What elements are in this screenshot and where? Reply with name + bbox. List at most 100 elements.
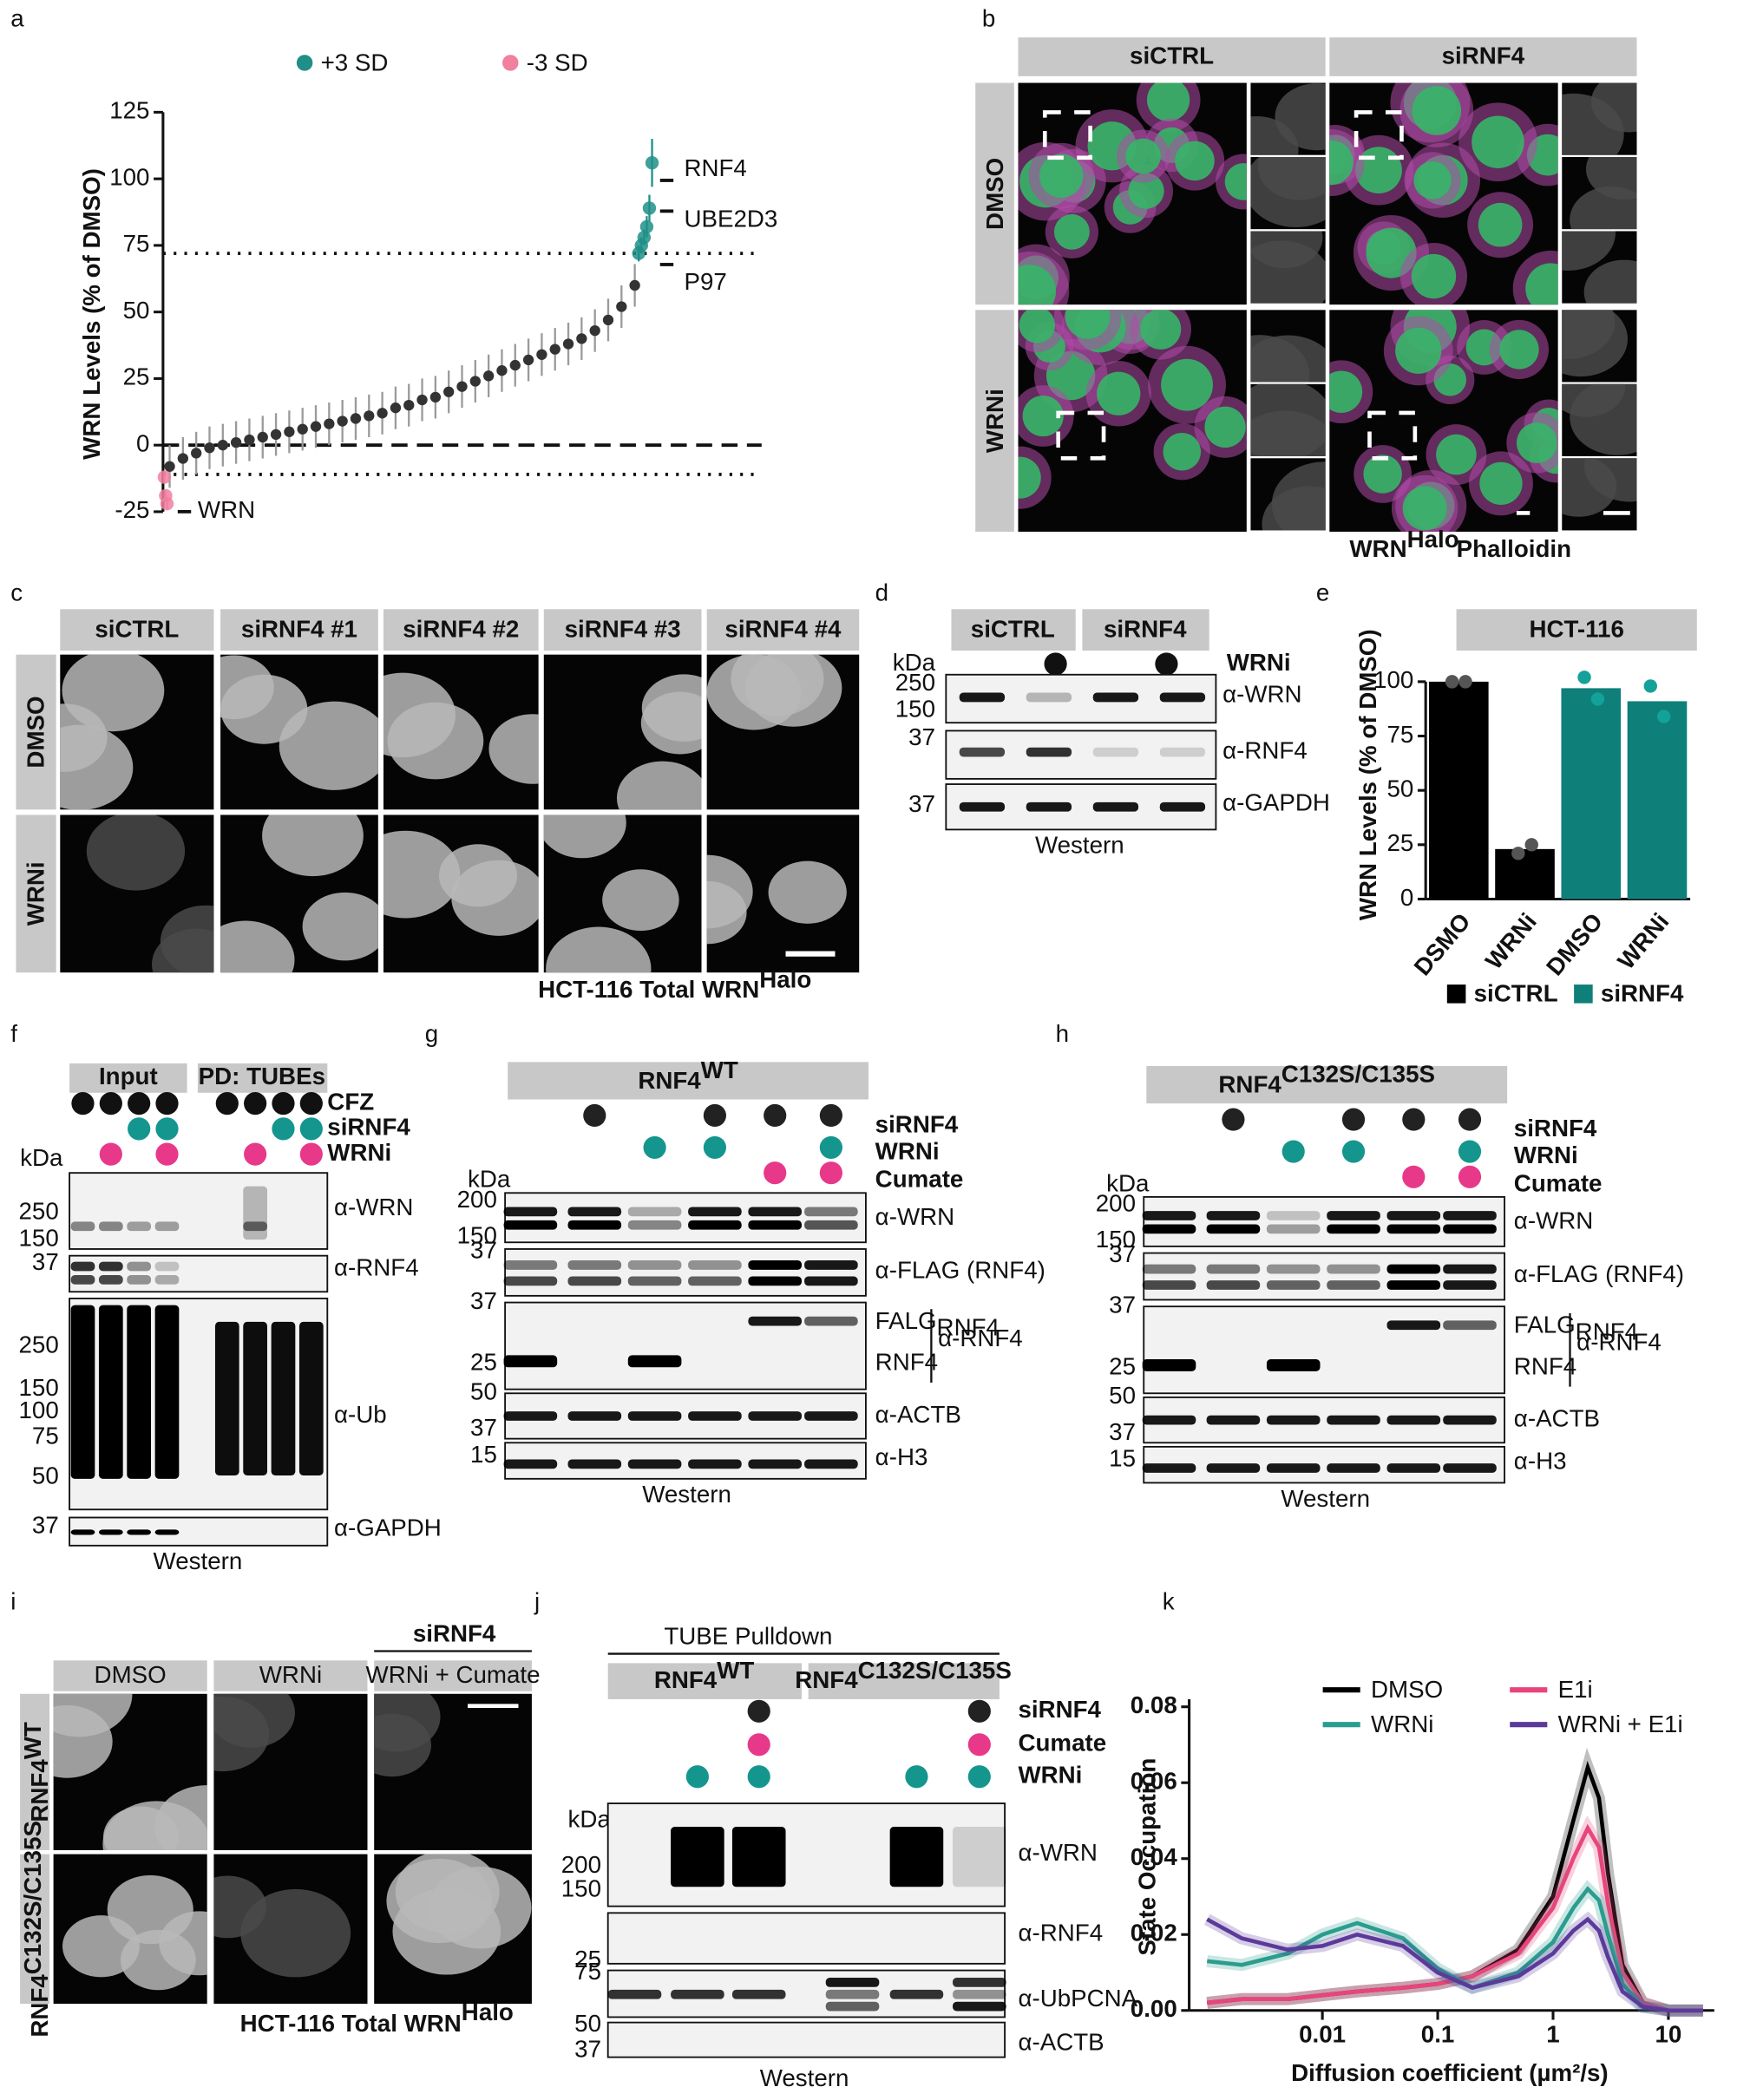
band xyxy=(1327,1211,1380,1220)
band xyxy=(1092,801,1139,812)
nucleus xyxy=(374,1713,431,1777)
band xyxy=(98,1261,123,1272)
point xyxy=(310,421,322,432)
panel-label: b xyxy=(982,4,995,31)
nucleus xyxy=(1204,406,1246,448)
caption: HCT-116 Total WRN xyxy=(538,976,759,1003)
kda-label: kDa xyxy=(1106,1169,1150,1196)
band xyxy=(627,1355,682,1368)
condition-label: siRNF4 xyxy=(327,1114,410,1141)
kda-marker: 37 xyxy=(470,1236,497,1263)
nucleus xyxy=(546,926,652,973)
panel-title: TUBE Pulldown xyxy=(664,1622,832,1649)
band xyxy=(953,1827,1006,1887)
nucleus xyxy=(1019,310,1056,343)
band xyxy=(1327,1280,1380,1290)
point xyxy=(639,219,654,234)
kda-label: kDa xyxy=(568,1805,612,1832)
cells xyxy=(386,1854,532,1975)
header-box xyxy=(220,609,378,651)
nucleus xyxy=(1250,115,1299,155)
panel-label: g xyxy=(425,1020,438,1047)
kda-label: kDa xyxy=(468,1166,511,1193)
y-tick-label: 0.04 xyxy=(1131,1843,1178,1870)
band xyxy=(953,1978,1006,1987)
y-tick-label: 75 xyxy=(123,230,150,257)
cells xyxy=(1262,461,1326,531)
zoom-box xyxy=(1056,410,1106,461)
nucleus xyxy=(1224,163,1247,200)
point xyxy=(244,434,255,446)
column-header: siCTRL xyxy=(971,615,1055,642)
antibody-label: α-WRN xyxy=(1222,681,1301,708)
condition-dot xyxy=(99,1142,122,1166)
nucleus xyxy=(616,761,702,810)
antibody-label: α-ACTB xyxy=(1018,2029,1104,2056)
nucleus xyxy=(438,844,517,907)
nucleus xyxy=(744,654,842,727)
header-box xyxy=(20,1693,49,1850)
band xyxy=(1026,692,1072,703)
header-box xyxy=(213,1660,368,1691)
point xyxy=(416,394,428,406)
nucleus xyxy=(103,1806,180,1850)
condition-label: WRNi xyxy=(1018,1762,1082,1789)
nucleus xyxy=(543,814,626,859)
header-box xyxy=(53,1660,207,1691)
group-header-sup: C132S/C135S xyxy=(858,1657,1012,1684)
condition-dot xyxy=(643,1135,666,1160)
band xyxy=(959,801,1006,812)
column-header: WRNi + Cumate xyxy=(366,1661,541,1688)
point xyxy=(642,201,657,215)
kda-marker: 75 xyxy=(32,1422,59,1449)
band xyxy=(1142,1211,1196,1220)
nucleus xyxy=(1175,141,1215,181)
cells xyxy=(1562,82,1637,155)
condition-dot xyxy=(155,1092,179,1115)
condition-dot xyxy=(299,1117,323,1141)
condition-dot xyxy=(155,1142,179,1166)
point xyxy=(217,440,228,451)
point xyxy=(350,413,362,424)
band xyxy=(1327,1224,1380,1234)
kda-marker: 50 xyxy=(470,1378,497,1405)
band xyxy=(154,1529,180,1535)
condition-label: WRNi xyxy=(327,1139,391,1166)
band xyxy=(1092,692,1139,703)
y-tick-label: 0 xyxy=(1400,884,1413,911)
y-tick-label: -25 xyxy=(115,496,149,523)
header-box xyxy=(706,609,860,651)
zoom-box xyxy=(1367,410,1418,461)
band xyxy=(688,1207,742,1217)
cells xyxy=(1562,231,1637,304)
legend-label: WRNi xyxy=(1371,1711,1433,1737)
panel-title-sup: C132S/C135S xyxy=(1281,1061,1435,1088)
kda-marker: 250 xyxy=(19,1198,59,1225)
header-box xyxy=(20,1854,49,2005)
condition-label: CFZ xyxy=(327,1088,374,1115)
band xyxy=(731,1989,786,1999)
nucleus xyxy=(1395,327,1442,374)
cells xyxy=(1250,83,1326,155)
antibody-label: α-RNF4 xyxy=(1222,736,1308,763)
blot xyxy=(504,1248,867,1297)
band xyxy=(503,1220,558,1230)
kda-marker: 37 xyxy=(1109,1418,1136,1445)
band xyxy=(98,1529,123,1535)
group-header: Input xyxy=(99,1063,158,1089)
nucleus xyxy=(120,1929,196,1991)
line xyxy=(1206,1916,1703,2013)
y-axis-label: WRN Levels (% of DMSO) xyxy=(78,168,105,460)
condition-dot xyxy=(128,1092,151,1115)
nucleus xyxy=(302,892,378,961)
nucleus xyxy=(213,1875,267,1939)
blot xyxy=(1143,1195,1505,1247)
y-tick-label: 0.02 xyxy=(1131,1920,1177,1946)
cells xyxy=(1570,157,1637,230)
point xyxy=(482,370,495,382)
y-tick-label: 0 xyxy=(136,430,149,457)
antibody-label: α-GAPDH xyxy=(1222,788,1330,815)
point xyxy=(602,314,614,326)
band xyxy=(1266,1224,1321,1234)
